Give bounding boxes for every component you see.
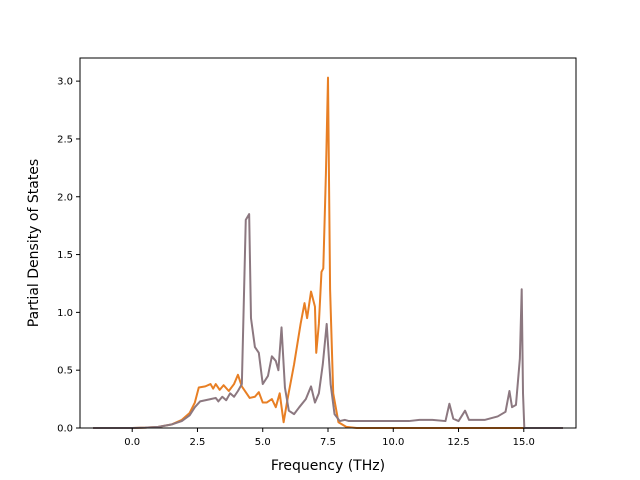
y-axis-label: Partial Density of States bbox=[26, 159, 42, 327]
y-tick-label: 0.5 bbox=[57, 366, 73, 377]
y-tick-label: 3.0 bbox=[57, 77, 73, 88]
series-lines bbox=[93, 76, 563, 429]
x-tick-label: 10.0 bbox=[382, 437, 404, 448]
x-axis-ticks: 0.0 2.5 5.0 7.5 10.0 12.5 15.0 bbox=[124, 428, 535, 448]
y-tick-label: 2.5 bbox=[57, 134, 73, 145]
x-tick-label: 0.0 bbox=[124, 437, 140, 448]
series-line-2 bbox=[93, 213, 563, 429]
x-tick-label: 2.5 bbox=[190, 437, 206, 448]
y-axis-ticks: 0.0 0.5 1.0 1.5 2.0 2.5 3.0 bbox=[57, 77, 80, 435]
y-tick-label: 1.5 bbox=[57, 250, 73, 261]
x-axis-label: Frequency (THz) bbox=[271, 458, 385, 474]
y-tick-label: 1.0 bbox=[57, 308, 73, 319]
x-tick-label: 7.5 bbox=[320, 437, 336, 448]
series-line-1 bbox=[93, 76, 563, 429]
x-tick-label: 12.5 bbox=[447, 437, 469, 448]
x-tick-label: 15.0 bbox=[513, 437, 535, 448]
y-tick-label: 2.0 bbox=[57, 192, 73, 203]
y-tick-label: 0.0 bbox=[57, 424, 73, 435]
x-tick-label: 5.0 bbox=[255, 437, 271, 448]
